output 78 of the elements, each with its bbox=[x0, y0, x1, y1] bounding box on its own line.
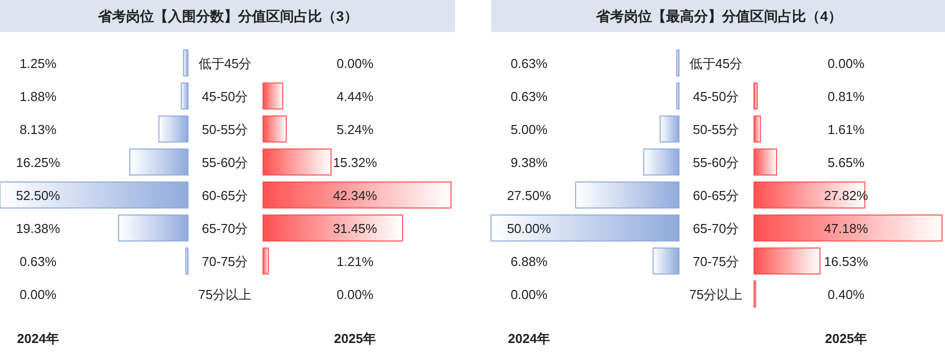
data-label: 0.63% bbox=[510, 89, 548, 104]
y-tick-label: 65-70分 bbox=[692, 221, 740, 236]
y-tick-label: 60-65分 bbox=[202, 188, 248, 203]
text: 2024年 bbox=[17, 331, 59, 346]
bar bbox=[0, 182, 188, 208]
y-tick-label: 低于45分 bbox=[689, 56, 743, 71]
bar bbox=[754, 116, 761, 142]
y-tick-label: 55-60分 bbox=[692, 155, 740, 170]
y-tick-label: 75分以上 bbox=[198, 287, 252, 302]
y-tick-label: 70-75分 bbox=[692, 254, 740, 269]
bar bbox=[262, 82, 284, 110]
bar bbox=[118, 214, 188, 242]
data-label: 1.88% bbox=[20, 89, 57, 104]
y-tick-label: 60-65分 bbox=[692, 188, 740, 203]
data-label: 0.63% bbox=[20, 254, 57, 269]
data-label: 6.88% bbox=[510, 254, 548, 269]
bar bbox=[754, 248, 820, 274]
bar bbox=[676, 50, 680, 76]
bar bbox=[185, 248, 188, 274]
data-label: 0.00% bbox=[510, 287, 548, 302]
bar bbox=[262, 248, 269, 274]
bar bbox=[262, 148, 332, 176]
text: 省考岗位【最高分】分值区间占比（4） bbox=[595, 8, 842, 24]
data-label: 15.32% bbox=[332, 155, 378, 170]
data-label: 1.61% bbox=[828, 122, 865, 137]
data-label: 0.00% bbox=[336, 287, 374, 302]
bar bbox=[490, 214, 680, 242]
text: 2025年 bbox=[825, 331, 867, 346]
bar bbox=[262, 182, 452, 208]
data-label: 42.34% bbox=[332, 188, 378, 203]
data-label: 8.13% bbox=[20, 122, 57, 137]
data-label: 52.50% bbox=[16, 188, 60, 203]
y-tick-label: 50-55分 bbox=[692, 122, 740, 137]
data-label: 5.65% bbox=[828, 155, 865, 170]
bar bbox=[158, 116, 188, 142]
bar bbox=[262, 116, 287, 142]
y-tick-label: 50-55分 bbox=[202, 122, 248, 137]
data-label: 0.00% bbox=[20, 287, 57, 302]
bar bbox=[183, 50, 188, 76]
y-tick-label: 70-75分 bbox=[202, 254, 248, 269]
data-label: 0.00% bbox=[828, 56, 865, 71]
data-label: 16.25% bbox=[16, 155, 60, 170]
bar bbox=[180, 82, 188, 110]
bar bbox=[754, 82, 758, 110]
bar bbox=[575, 182, 680, 208]
data-label: 1.21% bbox=[336, 254, 374, 269]
data-label: 0.00% bbox=[336, 56, 374, 71]
bar bbox=[754, 214, 942, 242]
bar bbox=[660, 116, 680, 142]
bar bbox=[643, 148, 680, 176]
data-label: 4.44% bbox=[336, 89, 374, 104]
text: 2024年 bbox=[508, 331, 550, 346]
data-label: 5.00% bbox=[510, 122, 548, 137]
y-tick-label: 低于45分 bbox=[198, 56, 252, 71]
bar bbox=[262, 214, 404, 242]
data-label: 50.00% bbox=[506, 221, 552, 236]
y-tick-label: 45-50分 bbox=[202, 89, 248, 104]
data-label: 31.45% bbox=[332, 221, 378, 236]
data-label: 47.18% bbox=[824, 221, 868, 236]
text: 省考岗位【入围分数】分值区间占比（3） bbox=[97, 8, 358, 24]
bar bbox=[754, 148, 778, 176]
data-label: 1.25% bbox=[20, 56, 57, 71]
y-tick-label: 65-70分 bbox=[202, 221, 248, 236]
data-label: 16.53% bbox=[824, 254, 868, 269]
data-label: 0.63% bbox=[510, 56, 548, 71]
data-label: 5.24% bbox=[336, 122, 374, 137]
data-label: 27.50% bbox=[506, 188, 552, 203]
y-tick-label: 45-50分 bbox=[692, 89, 740, 104]
bar bbox=[129, 148, 188, 176]
text: 2025年 bbox=[334, 331, 376, 346]
y-tick-label: 75分以上 bbox=[689, 287, 743, 302]
data-label: 19.38% bbox=[16, 221, 60, 236]
data-label: 0.40% bbox=[828, 287, 865, 302]
bar bbox=[652, 248, 680, 274]
data-label: 0.81% bbox=[828, 89, 865, 104]
bar bbox=[676, 82, 680, 110]
y-tick-label: 55-60分 bbox=[202, 155, 248, 170]
data-label: 9.38% bbox=[510, 155, 548, 170]
